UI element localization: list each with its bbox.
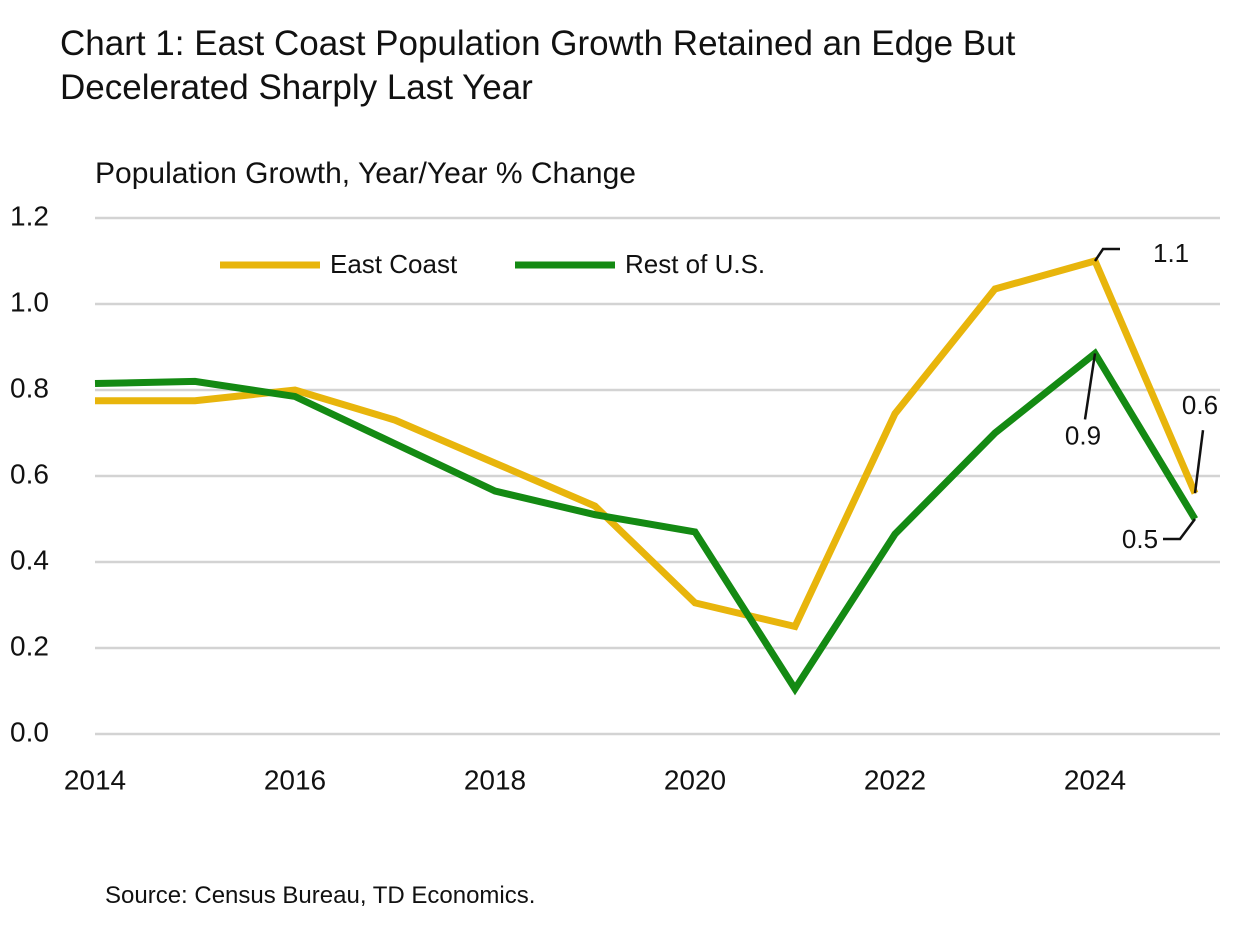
legend-label: East Coast (330, 249, 458, 279)
y-tick-label: 0.0 (10, 716, 49, 747)
y-tick-label: 0.8 (10, 372, 49, 403)
chart-title: Chart 1: East Coast Population Growth Re… (60, 24, 1016, 107)
leader-line (1093, 247, 1120, 262)
series-line (94, 348, 1198, 696)
leader-line (1083, 353, 1097, 420)
chart: Population Growth, Year/Year % Change 0.… (10, 157, 1220, 795)
x-tick-label: 2024 (1064, 764, 1126, 795)
leader-line (1193, 430, 1205, 494)
x-tick-label: 2022 (864, 764, 926, 795)
y-tick-label: 1.0 (10, 286, 49, 317)
data-label: 0.9 (1065, 420, 1101, 450)
x-tick-label: 2020 (664, 764, 726, 795)
x-tick-label: 2016 (264, 764, 326, 795)
data-label: 0.6 (1182, 390, 1218, 420)
y-axis-title: Population Growth, Year/Year % Change (95, 157, 636, 190)
y-tick-label: 0.6 (10, 458, 49, 489)
y-tick-label: 0.2 (10, 630, 49, 661)
y-tick-label: 0.4 (10, 544, 49, 575)
source-note: Source: Census Bureau, TD Economics. (105, 882, 536, 909)
series-line (95, 256, 1199, 631)
x-tick-label: 2018 (464, 764, 526, 795)
data-label: 1.1 (1153, 238, 1189, 268)
legend-label: Rest of U.S. (625, 249, 765, 279)
data-label: 0.5 (1122, 524, 1158, 554)
y-tick-label: 1.2 (10, 200, 49, 231)
x-tick-label: 2014 (64, 764, 126, 795)
leader-line (1163, 518, 1196, 541)
